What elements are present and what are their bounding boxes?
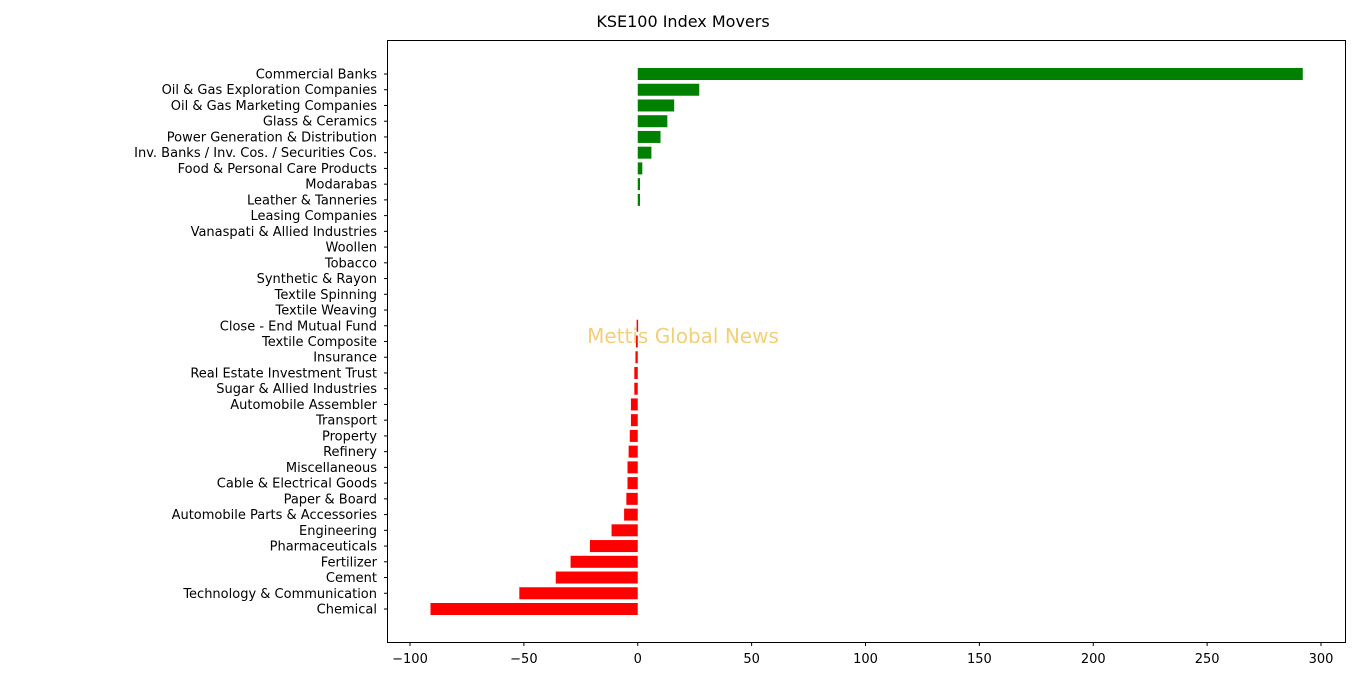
category-label-22: Transport <box>315 414 377 429</box>
category-label-28: Automobile Parts & Accessories <box>172 508 378 523</box>
category-label-34: Chemical <box>317 603 377 618</box>
watermark-text: Mettis Global News <box>587 324 779 348</box>
category-label-14: Textile Spinning <box>274 288 377 303</box>
category-label-19: Real Estate Investment Trust <box>190 366 377 381</box>
category-label-10: Vanaspati & Allied Industries <box>191 225 378 240</box>
category-label-3: Glass & Ceramics <box>263 115 377 130</box>
bar-5 <box>637 146 652 159</box>
bar-16 <box>636 319 639 332</box>
bar-20 <box>634 382 638 395</box>
category-label-15: Textile Weaving <box>275 304 378 319</box>
bar-0 <box>637 68 1303 80</box>
bar-23 <box>629 429 638 442</box>
category-label-9: Leasing Companies <box>250 209 377 224</box>
bar-27 <box>626 492 638 505</box>
bar-22 <box>630 414 638 427</box>
category-label-5: Inv. Banks / Inv. Cos. / Securities Cos. <box>134 146 377 161</box>
bar-25 <box>627 461 638 474</box>
bar-33 <box>519 587 638 600</box>
bar-19 <box>634 366 638 379</box>
bar-24 <box>628 445 638 458</box>
category-label-8: Leather & Tanneries <box>247 193 377 208</box>
bar-7 <box>637 178 641 191</box>
plot-frame <box>387 40 1346 643</box>
category-label-16: Close - End Mutual Fund <box>220 319 377 334</box>
bar-17 <box>635 335 638 348</box>
x-axis: −100 −50 0 50 100 150 200 250 300 <box>392 642 1333 667</box>
category-label-26: Cable & Electrical Goods <box>217 477 377 492</box>
category-label-21: Automobile Assembler <box>230 398 377 413</box>
bar-18 <box>635 351 638 364</box>
x-tick-label-8: 300 <box>1309 652 1334 667</box>
bars-group <box>430 68 1303 615</box>
bar-34 <box>430 603 638 615</box>
category-label-13: Synthetic & Rayon <box>257 272 377 287</box>
x-tick-label-0: −100 <box>392 652 428 667</box>
bar-6 <box>637 162 643 175</box>
category-label-18: Insurance <box>313 351 377 366</box>
category-label-4: Power Generation & Distribution <box>167 130 377 145</box>
category-label-25: Miscellaneous <box>286 461 377 476</box>
category-label-7: Modarabas <box>305 178 377 193</box>
category-label-11: Woollen <box>326 241 377 256</box>
x-tick-label-6: 200 <box>1081 652 1106 667</box>
bar-3 <box>637 115 668 128</box>
category-label-20: Sugar & Allied Industries <box>216 382 377 397</box>
category-label-33: Technology & Communication <box>182 587 377 602</box>
bar-4 <box>637 130 661 143</box>
bar-28 <box>624 508 638 521</box>
category-label-17: Textile Composite <box>261 335 377 350</box>
bar-2 <box>637 99 675 112</box>
x-tick-label-4: 100 <box>853 652 878 667</box>
x-tick-label-7: 250 <box>1195 652 1220 667</box>
bar-29 <box>611 524 638 537</box>
category-label-32: Cement <box>326 571 377 586</box>
category-label-2: Oil & Gas Marketing Companies <box>171 99 377 114</box>
bar-21 <box>630 398 638 411</box>
category-label-6: Food & Personal Care Products <box>178 162 378 177</box>
category-label-12: Tobacco <box>324 256 377 271</box>
category-label-27: Paper & Board <box>284 492 377 507</box>
category-label-0: Commercial Banks <box>256 68 378 83</box>
bar-1 <box>637 83 700 96</box>
bar-31 <box>570 555 638 568</box>
category-label-24: Refinery <box>323 445 377 460</box>
category-label-30: Pharmaceuticals <box>270 540 378 555</box>
category-label-23: Property <box>322 429 377 444</box>
bar-26 <box>627 477 638 490</box>
x-tick-label-1: −50 <box>510 652 537 667</box>
x-tick-label-3: 50 <box>743 652 760 667</box>
bar-30 <box>589 540 638 553</box>
category-label-31: Fertilizer <box>321 555 378 570</box>
x-tick-label-2: 0 <box>634 652 642 667</box>
category-label-29: Engineering <box>299 524 377 539</box>
bar-8 <box>637 193 641 206</box>
category-label-1: Oil & Gas Exploration Companies <box>162 83 378 98</box>
x-tick-label-5: 150 <box>967 652 992 667</box>
chart-title: KSE100 Index Movers <box>596 12 769 31</box>
bar-32 <box>555 571 638 584</box>
